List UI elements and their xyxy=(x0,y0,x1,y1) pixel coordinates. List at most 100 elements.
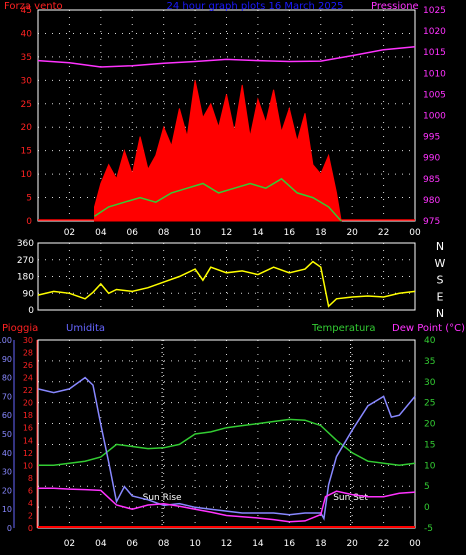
x-tick-label: 00 xyxy=(409,228,421,238)
x-tick-label: 10 xyxy=(189,228,201,238)
x-tick-label: 06 xyxy=(127,228,139,238)
temperature-tick-label: 30 xyxy=(424,378,436,388)
rain-tick-label: 26 xyxy=(23,361,33,370)
rain-tick-label: 24 xyxy=(23,374,33,383)
humidity-tick-label: 100 xyxy=(0,336,12,345)
y-tick-label: 270 xyxy=(17,256,34,266)
compass-label: S xyxy=(437,274,444,287)
x-tick-label: 22 xyxy=(378,228,389,238)
rain-tick-label: 30 xyxy=(23,336,33,345)
compass-label: N xyxy=(436,307,444,320)
x-tick-label: 12 xyxy=(221,228,232,238)
wind-direction-series-line xyxy=(37,260,416,308)
rain-tick-label: 22 xyxy=(23,386,33,395)
rain-tick-label: 16 xyxy=(23,424,33,433)
x-tick-label: 18 xyxy=(315,539,327,549)
y-left-tick-label: 45 xyxy=(21,6,32,16)
y-right-tick-label: 990 xyxy=(423,154,440,164)
rain-tick-label: 14 xyxy=(23,436,33,445)
rain-tick-label: 20 xyxy=(23,399,33,408)
y-tick-label: 90 xyxy=(23,289,35,299)
chart-title: 24 hour graph plots 16 March 2025 xyxy=(166,1,343,12)
y-right-tick-label: 1000 xyxy=(423,112,446,122)
temperature-tick-label: 40 xyxy=(424,336,436,346)
x-tick-label: 10 xyxy=(189,539,201,549)
x-tick-label: 02 xyxy=(64,228,75,238)
y-tick-label: 180 xyxy=(17,273,34,283)
plot-frame xyxy=(37,242,416,311)
y-right-tick-label: 1015 xyxy=(423,48,446,58)
temperature-tick-label: 35 xyxy=(424,357,435,367)
humidity-tick-label: 70 xyxy=(2,392,12,401)
rain-tick-label: 28 xyxy=(23,349,33,358)
x-tick-label: 16 xyxy=(284,539,296,549)
x-tick-label: 04 xyxy=(95,539,107,549)
humidity-tick-label: 10 xyxy=(2,505,12,514)
x-tick-label: 20 xyxy=(346,539,358,549)
humidity-tick-label: 0 xyxy=(7,524,12,533)
y-right-tick-label: 1020 xyxy=(423,27,446,37)
x-tick-label: 14 xyxy=(252,539,264,549)
dew-point-series-line xyxy=(38,487,416,523)
temperature-tick-label: -5 xyxy=(424,524,433,534)
x-tick-label: 12 xyxy=(221,539,232,549)
temperature-tick-label: 0 xyxy=(424,503,430,513)
y-right-tick-label: 1005 xyxy=(423,90,446,100)
humidity-tick-label: 40 xyxy=(2,449,12,458)
compass-label: W xyxy=(435,257,446,270)
x-tick-label: 08 xyxy=(158,228,170,238)
humidity-tick-label: 90 xyxy=(2,355,12,364)
temperature-tick-label: 25 xyxy=(424,399,435,409)
x-tick-label: 22 xyxy=(378,539,389,549)
y-left-tick-label: 0 xyxy=(26,217,32,227)
left-axis-label: Forza vento xyxy=(4,1,63,12)
rain-tick-label: 8 xyxy=(28,474,33,483)
humidity-series-line xyxy=(37,376,416,521)
temperature-tick-label: 5 xyxy=(424,482,430,492)
label-umidita: Umidita xyxy=(66,323,105,334)
temperature-series-line xyxy=(38,418,416,467)
y-tick-label: 360 xyxy=(17,239,34,249)
x-tick-label: 02 xyxy=(64,539,75,549)
y-right-tick-label: 1025 xyxy=(423,6,446,16)
y-left-tick-label: 10 xyxy=(21,170,33,180)
x-tick-label: 18 xyxy=(315,228,327,238)
gust-series-area xyxy=(94,80,342,222)
y-left-tick-label: 20 xyxy=(21,123,33,133)
y-left-tick-label: 35 xyxy=(21,53,32,63)
label-dew-point: Dew Point (°C) xyxy=(392,323,465,334)
rain-tick-label: 18 xyxy=(23,411,33,420)
y-left-tick-label: 30 xyxy=(21,76,33,86)
rain-tick-label: 10 xyxy=(23,461,33,470)
humidity-tick-label: 60 xyxy=(2,411,12,420)
rain-tick-label: 12 xyxy=(23,449,33,458)
x-tick-label: 06 xyxy=(127,539,139,549)
label-temperatura: Temperatura xyxy=(311,323,376,334)
x-tick-label: 16 xyxy=(284,228,296,238)
panel-wind-pressure: 02 04 06 08 10 12 14 16 18 20 22 000510152025303540… xyxy=(4,1,446,238)
x-tick-label: 08 xyxy=(158,539,170,549)
y-left-tick-label: 15 xyxy=(21,147,32,157)
x-tick-label: 00 xyxy=(409,539,421,549)
x-tick-label: 14 xyxy=(252,228,264,238)
y-right-tick-label: 980 xyxy=(423,196,440,206)
y-left-tick-label: 5 xyxy=(26,194,32,204)
humidity-tick-label: 80 xyxy=(2,374,12,383)
humidity-tick-label: 50 xyxy=(2,430,12,439)
y-right-tick-label: 995 xyxy=(423,133,440,143)
wind-speed-series-line xyxy=(94,177,342,222)
x-tick-label: 20 xyxy=(346,228,358,238)
humidity-tick-label: 30 xyxy=(2,468,12,477)
label-pioggia: Pioggia xyxy=(2,323,38,334)
x-tick-label: 04 xyxy=(95,228,107,238)
sunset-label: Sun Set xyxy=(333,493,368,503)
compass-label: N xyxy=(436,240,444,253)
temperature-tick-label: 10 xyxy=(424,461,436,471)
y-right-tick-label: 985 xyxy=(423,175,440,185)
rain-tick-label: 6 xyxy=(28,486,33,495)
y-left-tick-label: 25 xyxy=(21,100,32,110)
compass-label: E xyxy=(437,290,444,303)
panel-rain-humidity-temp: 02 04 06 08 10 12 14 16 18 20 22 000102030405060708… xyxy=(0,323,465,549)
